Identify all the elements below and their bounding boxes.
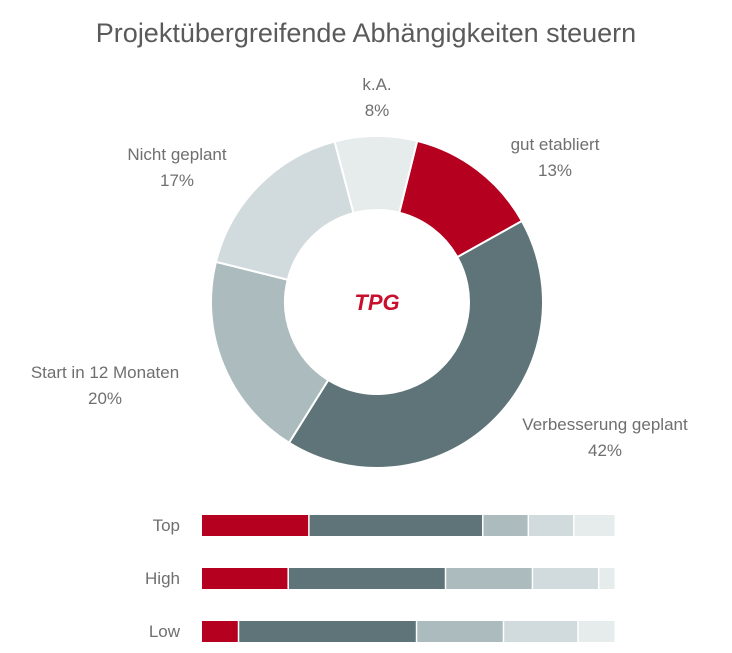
donut-slice-k-a-: [333, 135, 419, 215]
bar-segment-high-2: [446, 568, 532, 589]
bar-segment-low-0: [202, 621, 238, 642]
bar-segment-low-3: [504, 621, 578, 642]
donut-chart: [210, 135, 544, 469]
slice-value-label: 42%: [588, 441, 622, 460]
donut-slice-nicht-geplant: [214, 140, 355, 281]
donut-labels: gut etabliert 13% Verbesserung geplant 42% S…: [31, 75, 688, 460]
bar-segment-top-0: [202, 515, 309, 536]
slice-category-label: gut etabliert: [511, 135, 600, 154]
donut-slice-verbesserung-geplant: [287, 219, 544, 469]
slice-value-label: 17%: [160, 171, 194, 190]
bar-segment-top-3: [529, 515, 574, 536]
bar-category-label: Low: [149, 622, 181, 641]
bar-segment-low-2: [417, 621, 503, 642]
bar-segment-high-3: [533, 568, 598, 589]
bar-category-label: High: [145, 569, 180, 588]
bar-category-label: Top: [153, 516, 180, 535]
chart-title: Projektübergreifende Abhängigkeiten steu…: [95, 18, 637, 48]
bar-segment-top-2: [483, 515, 528, 536]
bar-segment-high-4: [599, 568, 615, 589]
slice-category-label: Verbesserung geplant: [522, 415, 688, 434]
donut-slice-start-in-12-monaten: [210, 260, 330, 445]
bar-segment-high-0: [202, 568, 288, 589]
slice-category-label: Start in 12 Monaten: [31, 363, 179, 382]
slice-category-label: k.A.: [362, 75, 391, 94]
slice-category-label: Nicht geplant: [127, 145, 227, 164]
bar-segment-top-4: [574, 515, 615, 536]
bar-segment-high-1: [288, 568, 445, 589]
tpg-logo: TPG: [354, 290, 399, 315]
bar-segment-low-4: [578, 621, 615, 642]
bar-segment-top-1: [309, 515, 483, 536]
stacked-bar-chart: Top High Low: [145, 515, 615, 642]
slice-value-label: 20%: [88, 389, 122, 408]
slice-value-label: 8%: [365, 101, 390, 120]
bar-segment-low-1: [239, 621, 416, 642]
slice-value-label: 13%: [538, 161, 572, 180]
